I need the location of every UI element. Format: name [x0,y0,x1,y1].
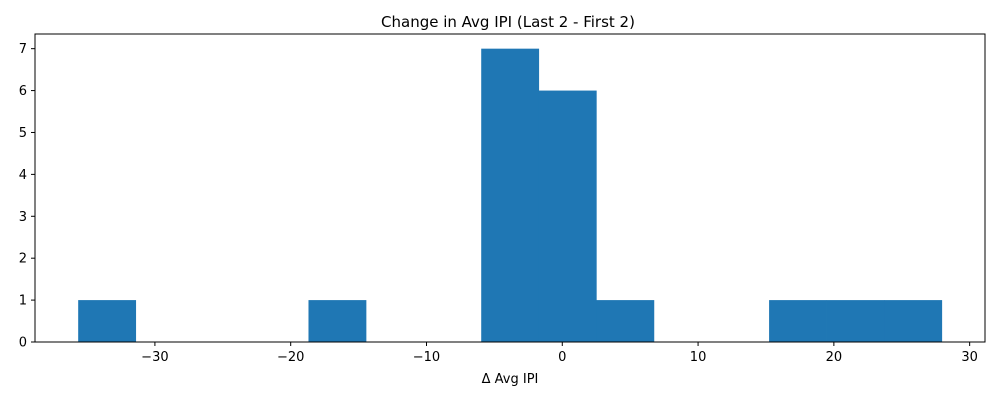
histogram-bar [308,300,367,342]
x-tick-label: 30 [961,350,978,365]
histogram-bar [769,300,827,342]
x-axis: −30 −20 −10 0 10 20 30 [141,342,978,365]
y-tick-label: 6 [19,84,27,99]
histogram-bar [884,300,943,342]
x-axis-label: Δ Avg IPI [482,372,539,387]
x-tick-label: 20 [826,350,843,365]
histogram-bar [481,48,540,343]
y-tick-label: 4 [19,168,27,183]
bars-group [78,48,943,343]
histogram-bar [596,300,655,342]
plot-frame [34,33,986,343]
x-tick-label: 10 [690,350,707,365]
y-tick-label: 2 [19,252,27,267]
x-tick-label: 0 [558,350,566,365]
histogram-bar [78,300,137,342]
y-tick-label: 7 [19,42,27,57]
y-tick-label: 5 [19,126,27,141]
y-axis: 0 1 2 3 4 5 6 7 [19,42,35,351]
x-tick-label: −20 [277,350,304,365]
x-tick-label: −10 [413,350,440,365]
histogram-bar [826,300,885,342]
x-tick-label: −30 [141,350,168,365]
y-tick-label: 1 [19,294,27,309]
y-tick-label: 0 [19,336,27,351]
y-tick-label: 3 [19,210,27,225]
histogram-bar [538,90,597,342]
chart-title: Change in Avg IPI (Last 2 - First 2) [381,13,635,31]
